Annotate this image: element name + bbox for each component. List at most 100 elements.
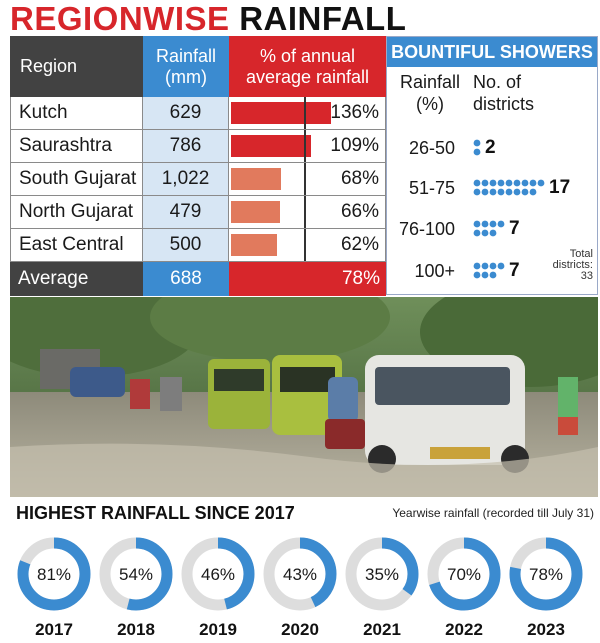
district-dot xyxy=(489,179,497,187)
table-header: Region Rainfall (mm) % of annual average… xyxy=(10,36,386,97)
row-pct: 68% xyxy=(229,163,386,195)
district-dot xyxy=(505,179,513,187)
donut-value-label: 35% xyxy=(365,565,399,584)
district-dot xyxy=(529,179,537,187)
district-dot xyxy=(497,220,505,228)
year-donut: 35% 2021 xyxy=(345,537,419,639)
row-region: Saurashtra xyxy=(10,130,143,162)
donut-year-label: 2020 xyxy=(281,620,319,639)
donut-arc xyxy=(99,537,173,611)
average-row: Average 688 78% xyxy=(10,262,386,296)
year-donut: 54% 2018 xyxy=(99,537,173,639)
district-dot xyxy=(473,229,481,237)
average-reference-line xyxy=(304,130,306,162)
average-rainfall: 688 xyxy=(143,262,229,296)
donut-value-label: 70% xyxy=(447,565,481,584)
district-dot xyxy=(473,188,481,196)
yearly-donut-chart: 81% 2017 54% 2018 46% 2019 43% 2020 35% 2021 70% 20… xyxy=(17,537,583,639)
pct-bar xyxy=(231,234,277,256)
shower-count: 2 xyxy=(485,137,496,158)
row-pct-label: 109% xyxy=(330,135,379,156)
header-pct: % of annual average rainfall xyxy=(229,36,386,97)
year-donut: 43% 2020 xyxy=(263,537,337,639)
district-dot xyxy=(489,188,497,196)
average-reference-line xyxy=(304,163,306,195)
header-region: Region xyxy=(10,36,143,97)
donut-value-label: 43% xyxy=(283,565,317,584)
district-dot xyxy=(497,179,505,187)
table-row: Kutch 629 136% xyxy=(10,97,386,130)
district-dot xyxy=(513,179,521,187)
district-dots xyxy=(473,262,505,279)
donut-year-label: 2018 xyxy=(117,620,155,639)
shower-count: 7 xyxy=(509,218,520,239)
shower-count: 17 xyxy=(549,177,571,198)
row-pct: 136% xyxy=(229,97,386,129)
shower-count: 7 xyxy=(509,260,520,281)
district-dot xyxy=(497,262,505,270)
district-dot xyxy=(473,148,481,156)
shower-row: 51-75 17 xyxy=(387,173,597,203)
panel-col1: Rainfall (%) xyxy=(399,72,461,114)
bountiful-showers-panel: BOUNTIFUL SHOWERS Rainfall (%) No. of di… xyxy=(386,36,598,295)
row-region: Kutch xyxy=(10,97,143,129)
district-dots xyxy=(473,139,481,156)
district-dot xyxy=(489,229,497,237)
average-reference-line xyxy=(304,229,306,261)
row-region: North Gujarat xyxy=(10,196,143,228)
district-dot xyxy=(481,179,489,187)
total-line3: 33 xyxy=(580,270,593,282)
district-dot xyxy=(481,229,489,237)
highest-title: HIGHEST RAINFALL SINCE 2017 xyxy=(16,503,295,523)
district-dot xyxy=(521,179,529,187)
row-pct-label: 68% xyxy=(340,168,379,189)
row-rainfall: 479 xyxy=(143,196,229,228)
average-label: Average xyxy=(10,262,143,296)
total-line2: districts: xyxy=(552,259,593,271)
donut-value-label: 81% xyxy=(37,565,71,584)
shower-range: 26-50 xyxy=(408,138,455,158)
district-dot xyxy=(489,220,497,228)
donut-arc xyxy=(181,537,255,611)
district-dot xyxy=(481,262,489,270)
donut-arc xyxy=(509,537,583,611)
district-dot xyxy=(521,188,529,196)
row-pct: 62% xyxy=(229,229,386,261)
panel-col2: No. of districts xyxy=(473,72,535,114)
donut-year-label: 2017 xyxy=(35,620,73,639)
average-pct: 78% xyxy=(229,262,386,296)
donut-arc xyxy=(17,537,91,611)
district-dot xyxy=(489,262,497,270)
year-donut: 46% 2019 xyxy=(181,537,255,639)
donut-value-label: 78% xyxy=(529,565,563,584)
district-dot xyxy=(481,188,489,196)
donut-year-label: 2021 xyxy=(363,620,401,639)
district-dot xyxy=(473,220,481,228)
shower-range: 51-75 xyxy=(408,178,455,198)
total-districts: Total districts: 33 xyxy=(553,249,593,282)
district-dot xyxy=(473,139,481,147)
row-pct: 66% xyxy=(229,196,386,228)
row-pct-label: 66% xyxy=(340,201,379,222)
table-row: East Central 500 62% xyxy=(10,229,386,262)
table-row: South Gujarat 1,022 68% xyxy=(10,163,386,196)
year-donut: 81% 2017 xyxy=(17,537,91,639)
row-rainfall: 786 xyxy=(143,130,229,162)
pct-bar xyxy=(231,168,281,190)
donut-arc xyxy=(427,537,501,611)
row-region: South Gujarat xyxy=(10,163,143,195)
flooded-street-photo xyxy=(10,297,598,497)
shower-row: 26-50 2 xyxy=(387,133,597,163)
shower-range: 100+ xyxy=(414,261,455,281)
title-part-1: REGIONWISE xyxy=(10,0,230,37)
average-pct-label: 78% xyxy=(341,268,380,289)
row-pct-label: 136% xyxy=(330,102,379,123)
panel-title: BOUNTIFUL SHOWERS xyxy=(387,37,597,67)
district-dot xyxy=(473,262,481,270)
row-rainfall: 1,022 xyxy=(143,163,229,195)
shower-row: 76-100 7 xyxy=(387,214,597,244)
row-pct: 109% xyxy=(229,130,386,162)
total-line1: Total xyxy=(569,248,593,260)
district-dot xyxy=(473,271,481,279)
district-dot xyxy=(489,271,497,279)
